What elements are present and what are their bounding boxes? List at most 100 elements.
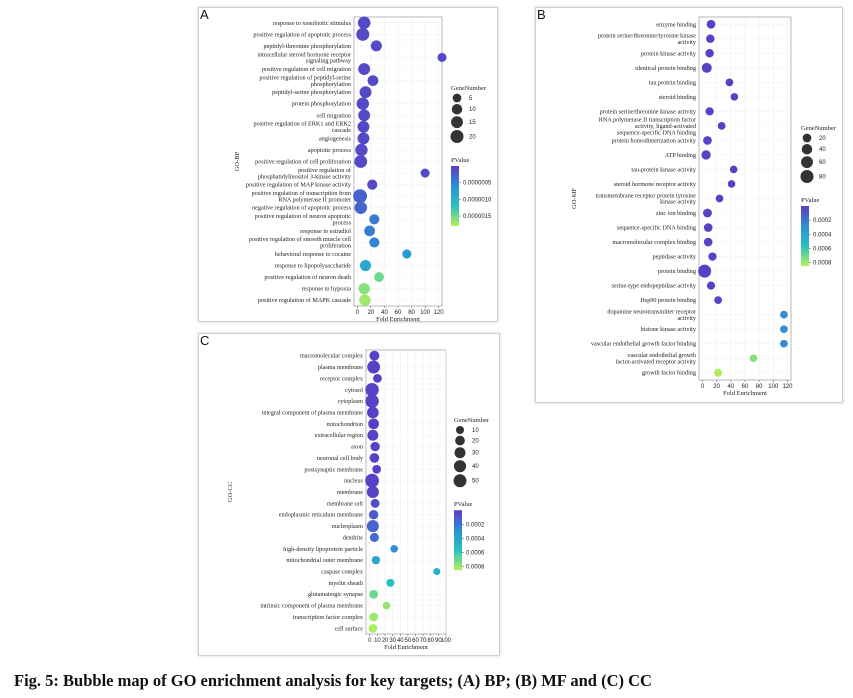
panel-letter-c: C	[200, 333, 210, 348]
mf-category-label: protein binding	[658, 268, 696, 275]
cc-bubble	[433, 567, 441, 576]
cc-category-label: macromolecular complex	[300, 353, 364, 360]
cc-bubble	[372, 464, 382, 474]
bp-size-legend-bubble	[450, 130, 464, 144]
cc-category-label: caspase complex	[321, 569, 364, 576]
cc-category-label: glutamatergic synapse	[308, 591, 363, 598]
bp-bubble	[359, 260, 372, 272]
mf-category-label: vascular endothelial growth factor bindi…	[591, 341, 696, 348]
bp-x-tick-label: 40	[381, 310, 388, 316]
cc-category-label: intrinsic component of plasma membrane	[260, 603, 363, 610]
mf-bubble	[701, 150, 711, 160]
mf-category-label: growth factor binding	[642, 370, 696, 377]
mf-color-legend-label: 0.0006	[813, 246, 832, 252]
cc-bubble	[366, 520, 379, 533]
bp-x-tick-label: 100	[420, 310, 431, 316]
cc-color-legend-label: 0.0008	[466, 565, 485, 571]
mf-size-legend-title: GeneNumber	[801, 125, 837, 132]
cc-size-legend-label: 40	[472, 464, 479, 470]
cc-category-label: membrane raft	[327, 500, 364, 507]
cc-bubble	[367, 429, 379, 441]
mf-category-label: identical protein binding	[635, 65, 696, 72]
bp-bubble	[357, 132, 370, 145]
mf-bubble	[703, 223, 713, 232]
cc-category-label: dendrite	[343, 534, 364, 541]
cc-size-legend-label: 20	[472, 439, 479, 445]
cc-x-tick-label: 50	[405, 638, 412, 644]
mf-x-axis-label: Fold Enrichment	[723, 390, 767, 397]
mf-bubble	[706, 34, 715, 44]
cc-category-label: nucleus	[344, 478, 363, 485]
cc-x-tick-label: 10	[374, 638, 381, 644]
cc-x-tick-label: 30	[389, 638, 396, 644]
mf-category-label: tau protein binding	[649, 79, 696, 86]
cc-bubble	[386, 578, 395, 587]
mf-category-label: transmembrane receptor protein tyrosine k…	[595, 192, 696, 205]
cc-size-legend-bubble	[454, 447, 466, 459]
bp-bubble	[364, 225, 375, 237]
bp-bubble	[367, 75, 379, 86]
cc-category-label: receptor complex	[320, 375, 364, 382]
cc-category-label: extracellular region	[315, 432, 363, 439]
cc-bubble	[373, 374, 382, 383]
bp-category-label: positive regulation of ERK1 and ERK2 casc…	[254, 121, 352, 134]
cc-x-tick-label: 20	[382, 638, 389, 644]
bp-bubble	[358, 109, 371, 122]
cc-y-axis-label: GO-CC	[227, 482, 234, 502]
mf-bubble	[703, 237, 713, 247]
mf-x-tick-label: 60	[742, 384, 749, 390]
bp-category-label: positive regulation of cell proliferatio…	[255, 159, 351, 166]
mf-y-axis-label: GO-MF	[571, 188, 578, 209]
bp-bubble	[420, 168, 430, 178]
cc-x-tick-label: 40	[397, 638, 404, 644]
mf-category-label: dopamine neurotransmitter receptor activi…	[607, 308, 697, 321]
bp-x-tick-label: 80	[408, 310, 415, 316]
mf-bubble	[706, 281, 716, 290]
bp-color-legend-title: PValue	[451, 157, 470, 164]
mf-category-label: protein serine/threonine/tyrosine kinase…	[598, 33, 697, 46]
cc-bubble	[366, 485, 379, 499]
mf-category-label: peptidase activity	[653, 254, 697, 261]
cc-category-label: axon	[351, 444, 363, 451]
mf-category-label: zinc ion binding	[656, 210, 696, 217]
bp-color-legend-label: 0.0000015	[463, 214, 492, 220]
bp-category-label: angiogenesis	[319, 135, 352, 142]
mf-color-legend-title: PValue	[801, 197, 820, 204]
mf-bubble-chart: enzyme binding protein serine/threonine/t…	[571, 16, 837, 397]
mf-category-label: protein homodimerization activity	[611, 137, 696, 144]
cc-bubble	[370, 498, 380, 508]
cc-size-legend-label: 50	[472, 479, 479, 485]
bp-bubble	[369, 214, 380, 225]
bp-bubble	[359, 294, 371, 306]
mf-category-label: RNA polymerase II transcription factor ac…	[599, 117, 697, 137]
bp-x-tick-label: 120	[434, 310, 445, 316]
mf-size-legend-label: 40	[819, 147, 826, 153]
cc-category-label: plasma membrane	[318, 364, 363, 371]
cc-size-legend-label: 10	[472, 428, 479, 434]
bp-bubble	[374, 272, 384, 283]
bp-bubble-chart: response to xenobiotic stimulus positive …	[234, 16, 492, 323]
mf-bubble	[714, 368, 723, 377]
cc-x-tick-label: 70	[420, 638, 427, 644]
cc-bubble	[390, 545, 398, 553]
cc-color-legend-bar	[454, 510, 462, 571]
mf-category-label: macromolecular complex binding	[612, 239, 696, 246]
bp-category-label: positive regulation of MAPK cascade	[258, 297, 351, 304]
bp-size-legend-title: GeneNumber	[451, 85, 487, 92]
mf-category-label: enzyme binding	[656, 21, 696, 28]
bp-category-label: positive regulation of transcription fro…	[252, 190, 352, 203]
cc-bubble	[369, 453, 380, 463]
mf-bubble	[703, 208, 712, 218]
cc-category-label: high-density lipoprotein particle	[283, 546, 363, 553]
cc-bubble	[368, 623, 378, 633]
mf-bubble	[706, 19, 716, 29]
cc-size-legend-bubble	[453, 460, 467, 473]
bp-category-label: positive regulation of neuron apoptotic p…	[255, 213, 352, 226]
bp-category-label: positive regulation of apoptotic process	[253, 31, 351, 38]
mf-category-label: Hsp90 protein binding	[640, 297, 696, 304]
cc-category-label: mitochondrion	[327, 421, 363, 428]
mf-color-legend-label: 0.0008	[813, 260, 832, 266]
mf-bubble	[705, 49, 714, 58]
mf-bubble	[780, 310, 788, 319]
bp-category-label: response to xenobiotic stimulus	[273, 20, 352, 27]
